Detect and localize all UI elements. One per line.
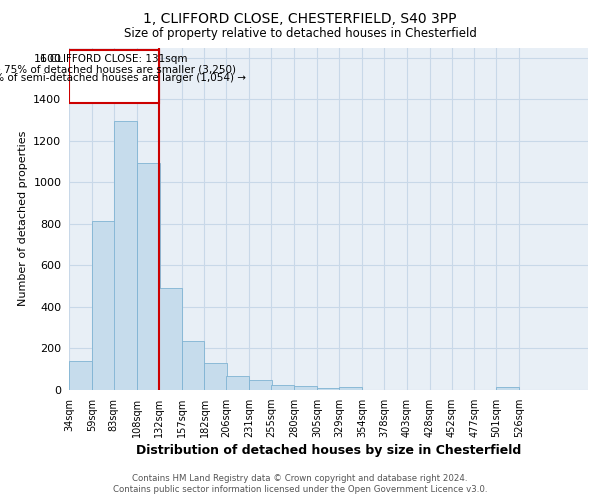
Bar xyxy=(205,363,227,390)
Bar xyxy=(317,388,340,390)
Text: 24% of semi-detached houses are larger (1,054) →: 24% of semi-detached houses are larger (… xyxy=(0,74,247,84)
Bar xyxy=(271,385,294,390)
FancyBboxPatch shape xyxy=(68,50,159,102)
Bar xyxy=(496,387,520,390)
Text: ← 75% of detached houses are smaller (3,250): ← 75% of detached houses are smaller (3,… xyxy=(0,64,236,74)
Bar xyxy=(137,162,160,390)
Bar xyxy=(159,288,182,390)
Bar xyxy=(69,361,92,390)
Bar xyxy=(114,121,137,390)
Bar xyxy=(92,221,115,390)
X-axis label: Distribution of detached houses by size in Chesterfield: Distribution of detached houses by size … xyxy=(136,444,521,457)
Text: Contains HM Land Registry data © Crown copyright and database right 2024.
Contai: Contains HM Land Registry data © Crown c… xyxy=(113,474,487,494)
Text: 1 CLIFFORD CLOSE: 131sqm: 1 CLIFFORD CLOSE: 131sqm xyxy=(40,54,188,64)
Text: Size of property relative to detached houses in Chesterfield: Size of property relative to detached ho… xyxy=(124,28,476,40)
Bar xyxy=(182,341,205,390)
Bar xyxy=(250,380,272,390)
Y-axis label: Number of detached properties: Number of detached properties xyxy=(17,131,28,306)
Bar xyxy=(294,386,317,390)
Bar xyxy=(339,387,362,390)
Bar xyxy=(226,376,250,390)
Text: 1, CLIFFORD CLOSE, CHESTERFIELD, S40 3PP: 1, CLIFFORD CLOSE, CHESTERFIELD, S40 3PP xyxy=(143,12,457,26)
